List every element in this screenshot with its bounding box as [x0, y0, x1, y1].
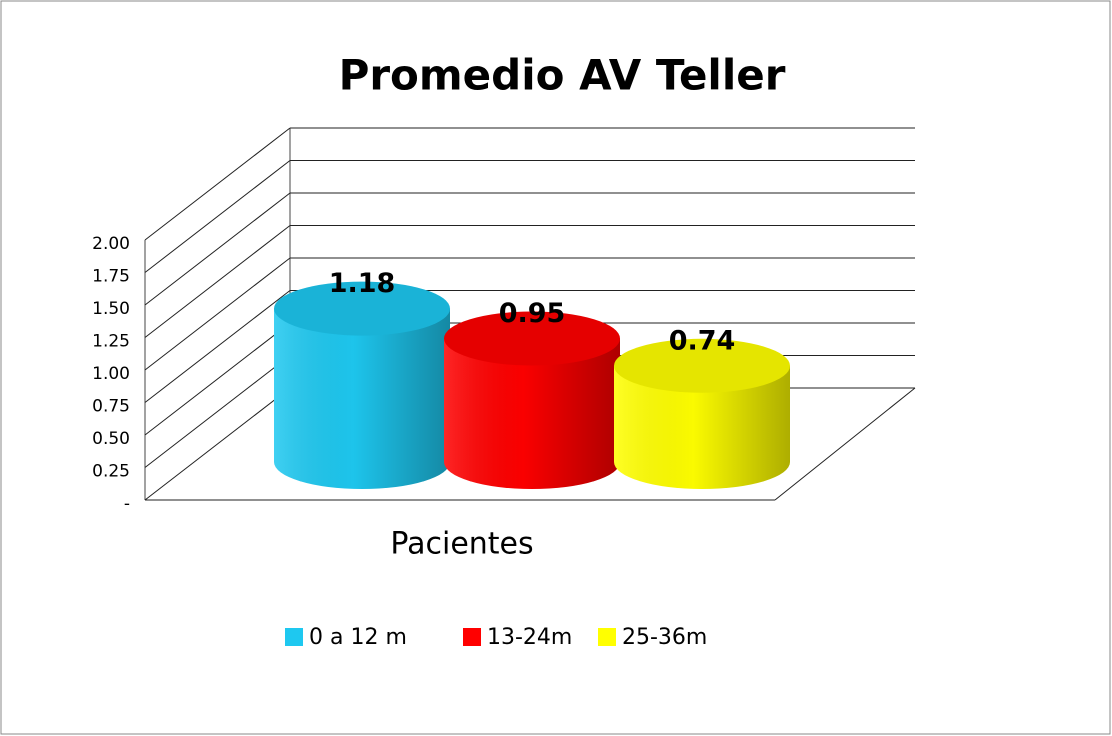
- grid-line: [144, 322, 291, 436]
- floor-edge: [774, 387, 916, 501]
- cylinder: [274, 281, 450, 489]
- legend-label: 13-24m: [487, 625, 572, 650]
- data-label: 0.74: [669, 325, 736, 356]
- grid-line: [144, 127, 291, 241]
- cylinder-top: [444, 311, 620, 366]
- y-tick-label: 1.25: [92, 332, 130, 352]
- y-tick-label: 0.50: [92, 429, 130, 449]
- cylinder-top-shade: [274, 281, 450, 336]
- data-label: 0.95: [499, 298, 566, 329]
- y-tick-label: 1.75: [92, 267, 130, 287]
- data-label: 1.18: [329, 268, 396, 299]
- legend-label: 25-36m: [622, 625, 707, 650]
- grid-line: [144, 355, 291, 468]
- y-tick-label: 1.50: [92, 299, 130, 319]
- grid-line: [144, 225, 291, 338]
- legend-swatch: [463, 628, 481, 646]
- y-tick-label: 2.00: [92, 234, 130, 254]
- grid-line: [144, 192, 291, 306]
- grid-line: [144, 257, 291, 371]
- y-tick-label: -: [124, 494, 130, 514]
- y-tick-label: 0.25: [92, 462, 130, 482]
- cylinder-top-shade: [614, 338, 790, 393]
- cylinder-top: [274, 281, 450, 336]
- x-tick-label: Pacientes: [390, 527, 533, 562]
- cylinder: [614, 338, 790, 489]
- grid-line: [144, 387, 291, 501]
- cylinder: [444, 311, 620, 489]
- y-tick-label: 1.00: [92, 364, 130, 384]
- cylinder-top: [614, 338, 790, 393]
- cylinder-top-shade: [444, 311, 620, 366]
- grid-line: [144, 160, 291, 273]
- chart-title: Promedio AV Teller: [339, 51, 786, 100]
- legend-label: 0 a 12 m: [309, 625, 407, 650]
- legend-swatch: [285, 628, 303, 646]
- y-tick-label: 0.75: [92, 397, 130, 417]
- grid-line: [144, 290, 291, 403]
- legend-swatch: [598, 628, 616, 646]
